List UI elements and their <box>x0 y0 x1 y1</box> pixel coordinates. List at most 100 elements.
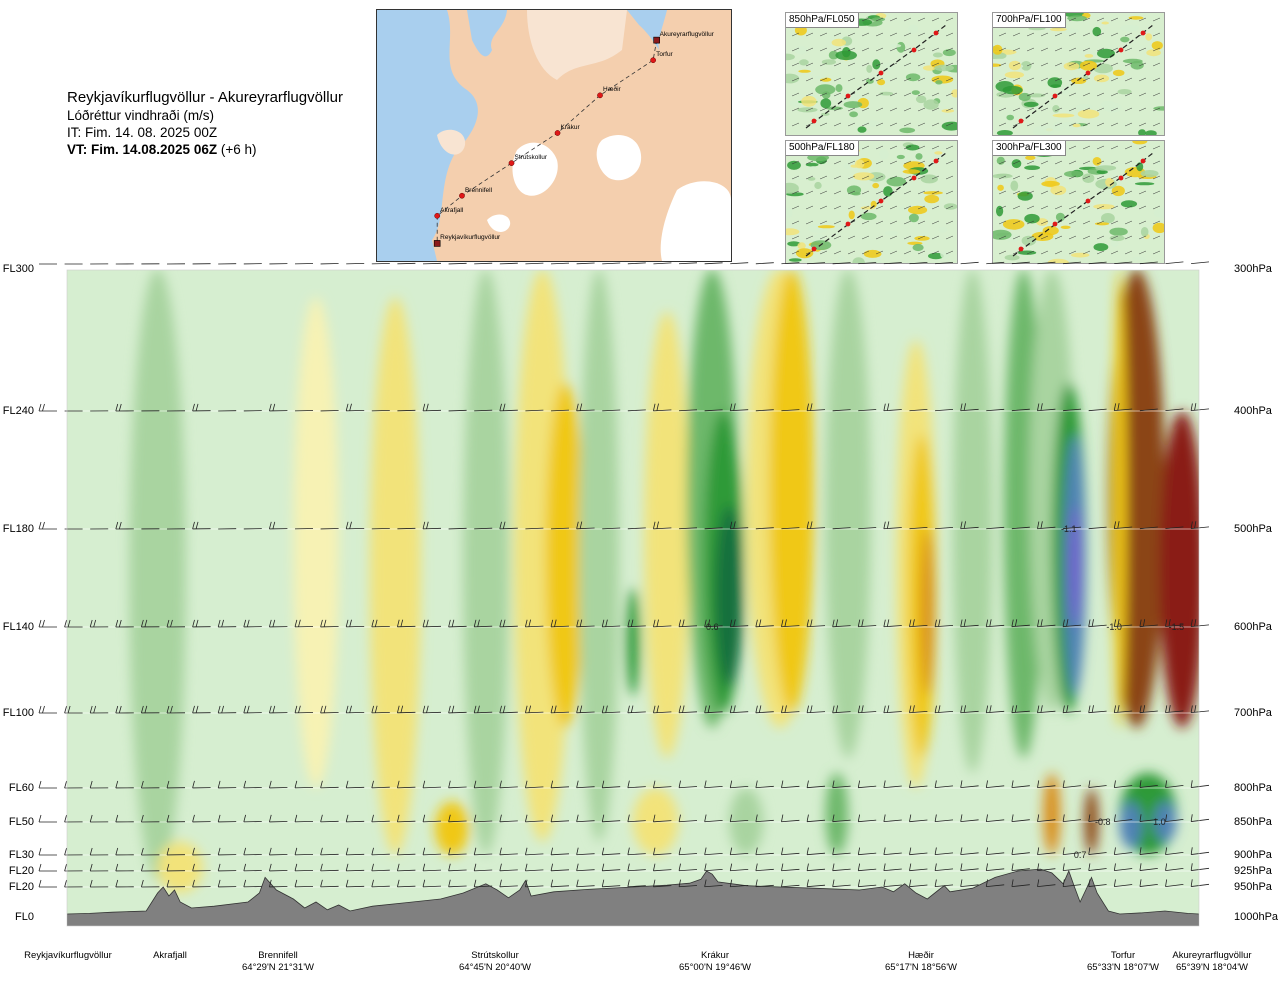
wind-barb <box>269 863 288 872</box>
x-location-0: Reykjavíkurflugvöllur <box>8 950 128 962</box>
inset-wind-barb <box>1096 235 1105 240</box>
wind-barb-staff <box>935 785 954 789</box>
x-location-coord: 65°39'N 18°04'W <box>1176 962 1248 973</box>
wind-barb-feather <box>298 619 301 627</box>
wind-barb <box>64 847 83 856</box>
inset-wind-barb <box>1026 220 1035 225</box>
valid-time-offset: (+6 h) <box>220 142 257 157</box>
wind-barb-feather <box>528 705 532 713</box>
wind-barb <box>115 705 134 714</box>
wind-barb-staff <box>525 869 544 872</box>
wind-barb <box>473 847 493 856</box>
inset-wind-barb <box>875 175 884 180</box>
wind-barb <box>550 619 570 628</box>
map-point-label: Akureyrarflugvöllur <box>659 31 714 39</box>
wind-barb <box>807 262 826 265</box>
inset-blob <box>889 43 902 48</box>
x-location-name: Hæðir <box>908 950 934 961</box>
inset-blob <box>1017 191 1033 201</box>
wind-barb-staff <box>627 885 646 888</box>
inset-blob <box>934 151 943 155</box>
wind-barb <box>550 262 570 265</box>
inset-wind-barb <box>889 47 898 52</box>
inset-wind-barb <box>1152 17 1161 22</box>
field-band-8 <box>644 311 690 758</box>
wind-barb <box>934 847 954 856</box>
inset-blob <box>1052 105 1060 113</box>
wind-barb-feather <box>269 521 272 530</box>
wind-barb <box>653 863 672 872</box>
inset-wind-barb <box>903 175 912 180</box>
wind-barb-staff <box>653 409 672 412</box>
inset-wind-barb <box>998 205 1007 210</box>
inset-wind-barb <box>847 77 856 82</box>
inset-wind-barb <box>1124 145 1133 150</box>
inset-route-point <box>845 221 851 227</box>
wind-barb-feather <box>989 619 992 627</box>
inset-blob <box>1024 213 1040 224</box>
inset-850hpa-label: 850hPa/FL050 <box>786 13 859 28</box>
wind-barb-feather <box>269 879 272 888</box>
wind-barb <box>1190 863 1210 871</box>
inset-wind-barb <box>1082 107 1091 112</box>
wind-barb-feather <box>118 705 122 714</box>
inset-wind-barb <box>931 205 940 210</box>
inset-wind-barb <box>945 235 954 240</box>
wind-barb-staff <box>1139 526 1158 530</box>
wind-barb <box>806 814 826 823</box>
wind-barb-feather <box>166 780 170 789</box>
wind-barb-feather <box>704 705 707 713</box>
wind-barb-staff <box>1139 852 1158 855</box>
inset-blob <box>1037 158 1051 162</box>
wind-barb <box>1113 879 1133 887</box>
inset-wind-barb <box>791 250 800 255</box>
inset-wind-barb <box>1040 62 1049 67</box>
inset-blob <box>1021 235 1036 246</box>
wind-barb-staff <box>755 527 774 530</box>
inset-wind-barb <box>819 190 828 195</box>
wind-barb <box>1062 847 1082 856</box>
wind-barb-feather <box>89 705 93 714</box>
wind-barb <box>857 705 877 714</box>
wind-barb <box>781 262 800 265</box>
inset-wind-barb <box>889 160 898 165</box>
wind-barb-feather <box>1011 879 1014 887</box>
wind-barb-staff <box>294 870 314 872</box>
wind-barb-feather <box>400 619 404 627</box>
wind-barb-staff <box>1165 852 1184 855</box>
wind-barb <box>934 780 954 789</box>
wind-barb-feather <box>678 863 681 871</box>
wind-barb-staff <box>807 527 826 530</box>
wind-barb-feather <box>704 863 707 871</box>
inset-blob <box>1050 27 1067 32</box>
wind-barb-feather <box>1037 863 1040 871</box>
wind-barb-feather <box>166 863 170 872</box>
inset-wind-barb <box>1152 220 1161 225</box>
inset-wind-barb <box>1054 190 1063 195</box>
wind-barb <box>857 780 877 789</box>
wind-barb-staff <box>1191 867 1210 871</box>
inset-wind-barb <box>875 47 884 52</box>
inset-wind-barb <box>1068 32 1077 37</box>
wind-barb <box>269 705 288 714</box>
inset-wind-barb <box>875 77 884 82</box>
wind-barb-feather <box>579 521 583 529</box>
wind-barb-staff <box>397 885 416 888</box>
wind-barb-staff <box>1037 852 1056 856</box>
inset-500hpa-field <box>786 142 957 263</box>
wind-barb-feather <box>1091 619 1094 627</box>
inset-wind-barb <box>1110 32 1119 37</box>
wind-barb-feather <box>985 619 989 627</box>
wind-barb <box>576 863 595 872</box>
wind-barb-staff <box>986 408 1005 412</box>
wind-barb <box>345 847 365 856</box>
inset-wind-barb <box>945 145 954 150</box>
wind-barb-staff <box>551 853 570 856</box>
wind-barb-feather <box>397 814 400 822</box>
wind-barb <box>371 263 390 265</box>
inset-blob <box>815 84 836 95</box>
inset-wind-barb <box>875 235 884 240</box>
wind-barb-feather <box>217 863 221 872</box>
wind-barb-staff <box>781 852 800 856</box>
inset-blob <box>1132 256 1146 261</box>
